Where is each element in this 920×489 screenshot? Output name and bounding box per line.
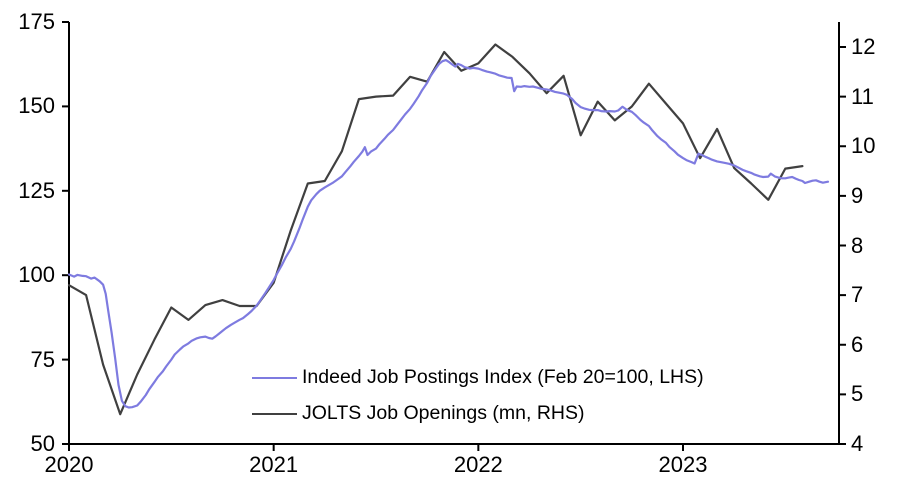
right-axis-label: 10 <box>851 133 876 159</box>
jolts-line-swatch <box>252 412 297 415</box>
left-axis-label: 125 <box>18 177 55 203</box>
right-axis-label: 12 <box>851 34 876 59</box>
axis-frame <box>68 22 840 445</box>
x-axis-year-label: 2021 <box>249 452 299 477</box>
right-axis-label: 4 <box>851 431 864 456</box>
right-axis-label: 7 <box>851 282 864 308</box>
x-axis-year-label: 2023 <box>658 452 708 477</box>
left-axis-label: 50 <box>30 431 55 456</box>
x-axis-year-label: 2020 <box>44 452 94 477</box>
left-axis-label: 75 <box>30 346 55 372</box>
x-axis-year-label: 2022 <box>453 452 503 477</box>
legend: Indeed Job Postings Index (Feb 20=100, L… <box>252 363 704 435</box>
left-axis-label: 175 <box>18 9 55 34</box>
jolts-line <box>67 43 804 416</box>
indeed-line-swatch <box>252 376 297 379</box>
left-axis-label: 100 <box>18 262 55 288</box>
right-axis-label: 11 <box>851 83 874 109</box>
right-axis-label: 8 <box>851 232 864 258</box>
legend-label-indeed: Indeed Job Postings Index (Feb 20=100, L… <box>302 366 704 388</box>
legend-item-jolts: JOLTS Job Openings (mn, RHS) <box>252 399 704 428</box>
right-axis-label: 6 <box>851 331 864 357</box>
right-axis-label: 9 <box>851 182 864 208</box>
legend-item-indeed: Indeed Job Postings Index (Feb 20=100, L… <box>252 363 704 392</box>
legend-label-jolts: JOLTS Job Openings (mn, RHS) <box>302 402 585 424</box>
left-axis-label: 150 <box>18 93 55 119</box>
indeed-line <box>67 58 830 409</box>
right-axis-label: 5 <box>851 381 864 407</box>
